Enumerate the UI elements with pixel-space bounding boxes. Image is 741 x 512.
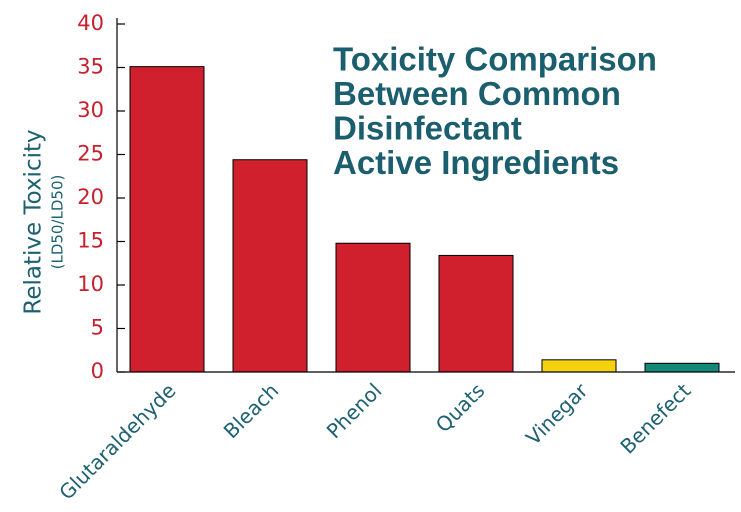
y-axis-label: Relative Toxicity <box>21 129 47 314</box>
chart-title: Between Common <box>333 75 621 112</box>
bar <box>644 362 720 373</box>
chart-title: Disinfectant <box>333 110 522 147</box>
y-tick-label: 15 <box>77 229 104 253</box>
bar <box>335 242 411 373</box>
y-axis-sublabel: (LD50/LD50) <box>49 175 67 270</box>
y-tick-label: 20 <box>77 185 104 209</box>
x-tick-label: Glutaraldehyde <box>54 378 180 504</box>
x-tick-label: Phenol <box>322 378 387 443</box>
x-tick-label: Benefect <box>615 378 695 458</box>
chart-title: Toxicity Comparison <box>333 41 657 78</box>
bar <box>541 359 617 373</box>
y-tick-label: 25 <box>77 142 104 166</box>
bar <box>438 254 514 373</box>
bar <box>232 159 308 373</box>
x-tick-label: Bleach <box>219 378 284 443</box>
x-tick-label: Quats <box>431 378 490 437</box>
bar <box>129 66 205 373</box>
chart-title: Active Ingredients <box>333 144 619 181</box>
y-tick-label: 0 <box>91 359 104 383</box>
y-tick-label: 10 <box>77 272 104 296</box>
y-tick-label: 35 <box>77 55 104 79</box>
y-tick-label: 5 <box>91 316 104 340</box>
x-tick-label: Vinegar <box>521 378 593 450</box>
y-tick-label: 40 <box>77 11 104 35</box>
y-tick-label: 30 <box>77 98 104 122</box>
